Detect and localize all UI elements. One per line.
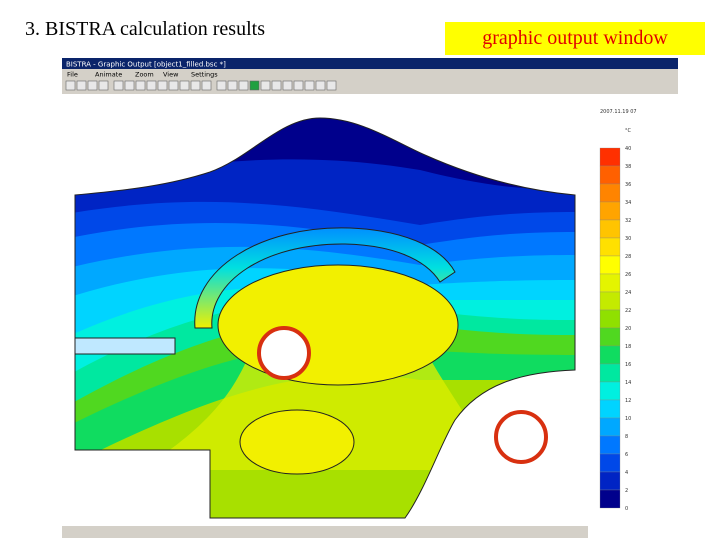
legend-label: 10 bbox=[625, 416, 631, 422]
legend-date: 2007.11.19 07 bbox=[600, 109, 637, 115]
legend-label: 26 bbox=[625, 272, 631, 278]
legend-label: 30 bbox=[625, 236, 631, 242]
menu-item[interactable]: Settings bbox=[191, 71, 218, 79]
legend-swatch bbox=[599, 345, 621, 365]
legend-label: 2 bbox=[625, 488, 628, 494]
legend-swatch bbox=[599, 147, 621, 167]
slab bbox=[74, 337, 176, 355]
cable-zone bbox=[239, 409, 355, 475]
legend-swatch bbox=[599, 219, 621, 239]
window-title: BISTRA - Graphic Output [object1_filled.… bbox=[66, 61, 226, 69]
pipe-shell bbox=[194, 227, 456, 329]
toolbar-button[interactable] bbox=[113, 80, 124, 91]
toolbar-button[interactable] bbox=[249, 80, 260, 91]
toolbar-button[interactable] bbox=[179, 80, 190, 91]
toolbar-button[interactable] bbox=[271, 80, 282, 91]
legend-label: 20 bbox=[625, 326, 631, 332]
legend-label: 18 bbox=[625, 344, 631, 350]
legend-label: 0 bbox=[625, 506, 628, 512]
toolbar-button[interactable] bbox=[98, 80, 109, 91]
pipe bbox=[257, 326, 311, 380]
legend-swatch bbox=[599, 273, 621, 293]
legend-swatch bbox=[599, 237, 621, 257]
legend-swatch bbox=[599, 291, 621, 311]
legend-swatch bbox=[599, 201, 621, 221]
legend-swatch bbox=[599, 399, 621, 419]
toolbar-button[interactable] bbox=[282, 80, 293, 91]
legend-label: 40 bbox=[625, 146, 631, 152]
legend-label: 24 bbox=[625, 290, 631, 296]
toolbar-button[interactable] bbox=[157, 80, 168, 91]
legend-swatch bbox=[599, 417, 621, 437]
toolbar-button[interactable] bbox=[315, 80, 326, 91]
legend-swatch bbox=[599, 165, 621, 185]
toolbar-button[interactable] bbox=[190, 80, 201, 91]
toolbar-button[interactable] bbox=[135, 80, 146, 91]
menu-item[interactable]: Animate bbox=[95, 71, 122, 79]
legend-swatch bbox=[599, 453, 621, 473]
legend-swatch bbox=[599, 183, 621, 203]
legend-swatch bbox=[599, 471, 621, 491]
toolbar-button[interactable] bbox=[293, 80, 304, 91]
menu-item[interactable]: Zoom bbox=[135, 71, 154, 79]
title-bar bbox=[62, 58, 678, 69]
legend-label: 12 bbox=[625, 398, 631, 404]
toolbar-button[interactable] bbox=[304, 80, 315, 91]
toolbar-button[interactable] bbox=[326, 80, 337, 91]
toolbar-button[interactable] bbox=[238, 80, 249, 91]
toolbar-button[interactable] bbox=[146, 80, 157, 91]
slide-title: 3. BISTRA calculation results bbox=[25, 18, 265, 40]
toolbar-button[interactable] bbox=[124, 80, 135, 91]
legend-label: 32 bbox=[625, 218, 631, 224]
toolbar-button[interactable] bbox=[260, 80, 271, 91]
legend-label: 14 bbox=[625, 380, 631, 386]
field-outline bbox=[74, 117, 576, 519]
legend-label: 8 bbox=[625, 434, 628, 440]
toolbar-button[interactable] bbox=[216, 80, 227, 91]
toolbar-button[interactable] bbox=[227, 80, 238, 91]
toolbar-button[interactable] bbox=[87, 80, 98, 91]
toolbar-button[interactable] bbox=[168, 80, 179, 91]
legend-label: 38 bbox=[625, 164, 631, 170]
menu-item[interactable]: File bbox=[67, 71, 78, 79]
legend-label: 16 bbox=[625, 362, 631, 368]
legend-swatch bbox=[599, 363, 621, 383]
legend-label: 36 bbox=[625, 182, 631, 188]
legend-swatch bbox=[599, 381, 621, 401]
legend-label: 4 bbox=[625, 470, 628, 476]
legend-swatch bbox=[599, 489, 621, 509]
legend-swatch bbox=[599, 309, 621, 329]
legend-swatch bbox=[599, 435, 621, 455]
legend-unit: °C bbox=[625, 128, 632, 134]
toolbar-button[interactable] bbox=[201, 80, 212, 91]
toolbar-button[interactable] bbox=[65, 80, 76, 91]
legend-label: 22 bbox=[625, 308, 631, 314]
menu-item[interactable]: View bbox=[163, 71, 179, 79]
legend-swatch bbox=[599, 327, 621, 347]
toolbar-button[interactable] bbox=[76, 80, 87, 91]
legend-label: 34 bbox=[625, 200, 631, 206]
legend-label: 28 bbox=[625, 254, 631, 260]
legend-swatch bbox=[599, 255, 621, 275]
legend-label: 6 bbox=[625, 452, 628, 458]
pipe bbox=[494, 410, 548, 464]
cable-zone bbox=[217, 264, 459, 386]
callout: graphic output window bbox=[445, 22, 705, 55]
